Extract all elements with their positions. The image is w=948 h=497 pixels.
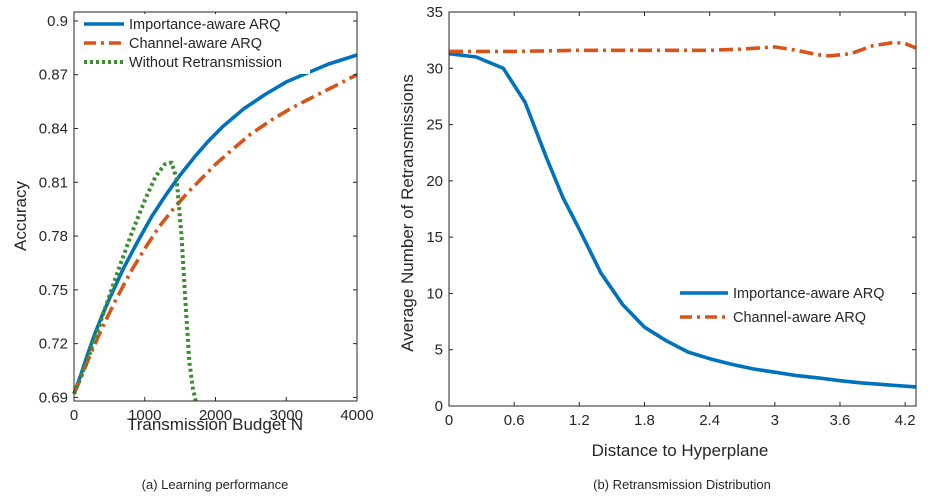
x-tick-label-b-6: 3.6	[830, 412, 851, 429]
x-tick-label-a-3: 3000	[270, 407, 303, 424]
legend-label-a-1: Channel-aware ARQ	[129, 36, 262, 52]
y-tick-label-a-4: 0.81	[39, 174, 68, 191]
legend-a: Importance-aware ARQ Channel-aware ARQ Wit…	[80, 14, 310, 74]
legend-label-a-2: Without Retransmission	[129, 55, 282, 71]
y-tick-label-b-5: 25	[426, 117, 443, 134]
caption-a: (a) Learning performance	[142, 477, 289, 492]
x-tick-label-a-4: 4000	[340, 407, 373, 424]
x-tick-label-b-2: 1.2	[569, 412, 590, 429]
legend-b: Importance-aware ARQ Channel-aware ARQ	[676, 283, 896, 333]
x-tick-label-b-4: 2.4	[699, 412, 720, 429]
x-tick-label-b-5: 3	[771, 412, 779, 429]
y-axis-label-a: Accuracy	[11, 181, 30, 251]
y-tick-label-b-6: 30	[426, 60, 443, 77]
x-tick-label-b-7: 4.2	[895, 412, 916, 429]
chart-panel-a: 0 1000 2000 3000 4000 0.69 0.72 0.75 0.78 0.81 0.8…	[11, 11, 374, 492]
x-tick-label-a-2: 2000	[199, 407, 232, 424]
series-line-b-1	[449, 40, 917, 58]
y-tick-label-b-2: 10	[426, 285, 443, 302]
y-tick-label-a-7: 0.9	[47, 13, 68, 30]
y-tick-label-a-1: 0.72	[39, 336, 68, 353]
legend-label-b-1: Channel-aware ARQ	[733, 310, 866, 326]
axes-frame-b	[448, 11, 917, 407]
caption-b: (b) Retransmission Distribution	[593, 477, 771, 492]
x-tick-label-b-0: 0	[445, 412, 453, 429]
y-tick-label-b-1: 5	[435, 342, 443, 359]
y-tick-label-b-3: 15	[426, 229, 443, 246]
x-tick-label-a-0: 0	[70, 407, 78, 424]
y-tick-label-a-0: 0.69	[39, 389, 68, 406]
series-line-a-2	[72, 160, 198, 402]
y-tick-label-a-3: 0.78	[39, 228, 68, 245]
y-tick-label-a-2: 0.75	[39, 282, 68, 299]
x-tick-label-a-1: 1000	[128, 407, 161, 424]
chart-panel-b: 0 0.6 1.2 1.8 2.4 3 3.6 4.2 0 5 10 15 20 25 30 35 Dista…	[398, 4, 917, 492]
y-axis-label-b: Average Number of Retransmissions	[398, 74, 417, 351]
x-tick-label-b-3: 1.8	[634, 412, 655, 429]
x-axis-label-b: Distance to Hyperplane	[592, 441, 769, 460]
legend-label-b-0: Importance-aware ARQ	[733, 286, 885, 302]
y-tick-label-b-7: 35	[426, 4, 443, 21]
y-tick-label-a-6: 0.87	[39, 67, 68, 84]
y-tick-label-b-0: 0	[435, 398, 443, 415]
plot-area-b	[449, 12, 916, 406]
y-tick-label-a-5: 0.84	[39, 121, 68, 138]
x-axis-label-a: Transmission Budget N	[127, 415, 303, 434]
legend-label-a-0: Importance-aware ARQ	[129, 17, 281, 33]
plot-area-a	[74, 12, 357, 401]
x-tick-label-b-1: 0.6	[504, 412, 525, 429]
y-tick-label-b-4: 20	[426, 173, 443, 190]
series-line-b-0	[448, 51, 917, 389]
